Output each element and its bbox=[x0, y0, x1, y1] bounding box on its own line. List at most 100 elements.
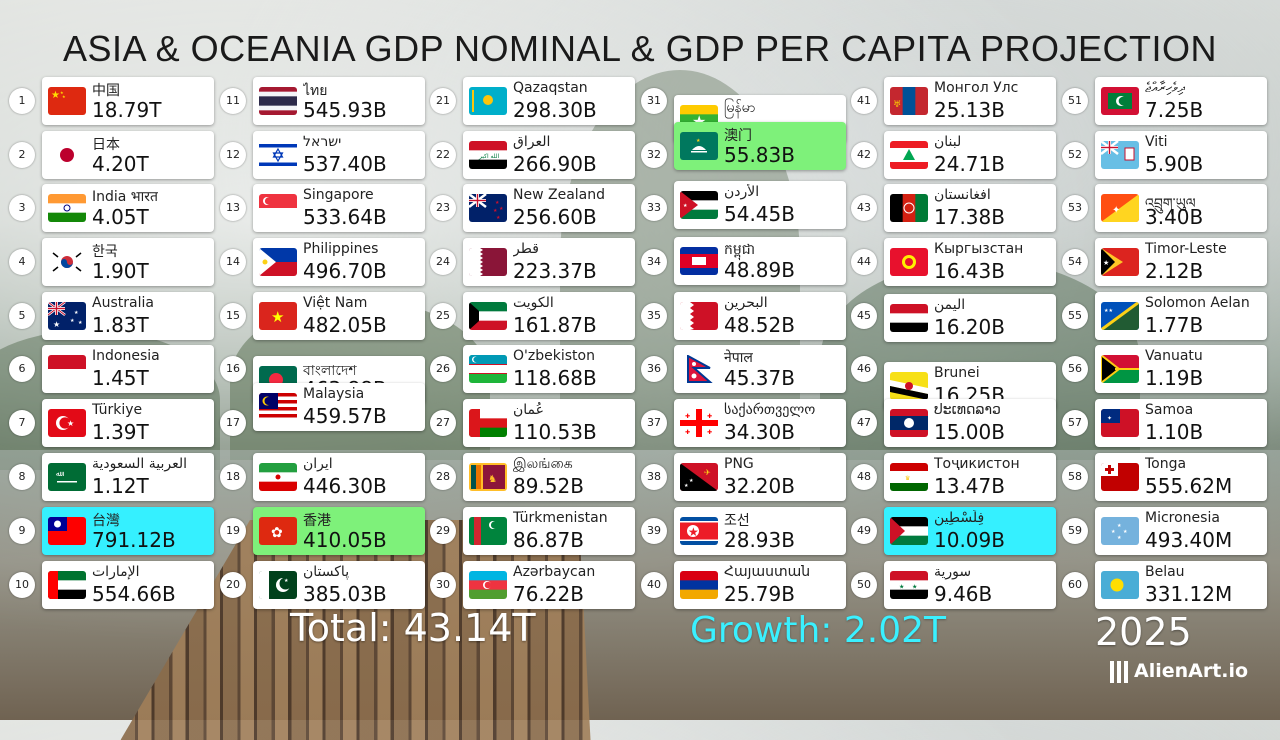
country-card: Qazaqstan 298.30B bbox=[463, 77, 635, 125]
gdp-value: 25.13B bbox=[934, 98, 1005, 122]
rank-badge: 12 bbox=[220, 142, 246, 168]
rank-badge: 40 bbox=[641, 572, 667, 598]
rank-badge: 20 bbox=[220, 572, 246, 598]
year-label: 2025 bbox=[1095, 610, 1192, 654]
country-card: ★ ★ ✈ PNG 32.20B bbox=[674, 453, 846, 501]
gdp-value: 554.66B bbox=[92, 582, 176, 606]
country-card: 台灣 791.12B bbox=[42, 507, 214, 555]
country-name: PNG bbox=[724, 456, 754, 472]
country-card: 日本 4.20T bbox=[42, 131, 214, 179]
rank-badge: 36 bbox=[641, 356, 667, 382]
total-gdp-label: Total: 43.14T bbox=[290, 606, 536, 650]
rank-badge: 14 bbox=[220, 249, 246, 275]
samoa-flag-icon: ✦ bbox=[1101, 409, 1139, 437]
svg-text:★: ★ bbox=[1111, 529, 1116, 535]
rank-badge: 6 bbox=[9, 356, 35, 382]
rank-badge: 29 bbox=[430, 518, 456, 544]
svg-text:✚: ✚ bbox=[685, 429, 690, 436]
country-name: Tonga bbox=[1145, 456, 1187, 472]
country-name: لبنان bbox=[934, 134, 962, 150]
rank-badge: 50 bbox=[851, 572, 877, 598]
country-name: 日本 bbox=[92, 137, 120, 153]
gdp-value: 9.46B bbox=[934, 582, 993, 606]
svg-text:✚: ✚ bbox=[707, 429, 712, 436]
country-card: ★★ Solomon Aelan 1.77B bbox=[1095, 292, 1267, 340]
country-name: இலங்கை bbox=[513, 456, 573, 472]
svg-text:★: ★ bbox=[696, 138, 701, 144]
svg-text:✚: ✚ bbox=[707, 413, 712, 420]
country-name: საქართველო bbox=[724, 402, 816, 418]
svg-text:★: ★ bbox=[271, 308, 284, 326]
rank-badge: 47 bbox=[851, 410, 877, 436]
gdp-value: 410.05B bbox=[303, 528, 387, 552]
malaysia-flag-icon bbox=[259, 393, 297, 421]
country-name: Timor-Leste bbox=[1145, 241, 1227, 257]
japan-flag-icon bbox=[48, 141, 86, 169]
country-name: 中国 bbox=[92, 83, 120, 99]
gdp-value: 3.40B bbox=[1145, 205, 1204, 229]
jordan-flag-icon: ★ bbox=[680, 191, 718, 219]
sri-lanka-flag-icon: ♞ bbox=[469, 463, 507, 491]
country-card: ישראל 537.40B bbox=[253, 131, 425, 179]
rank-badge: 27 bbox=[430, 410, 456, 436]
country-name: Viti bbox=[1145, 134, 1168, 150]
country-name: الأردن bbox=[724, 184, 760, 200]
gdp-value: 48.52B bbox=[724, 313, 795, 337]
mongolia-flag-icon: ♅ bbox=[890, 87, 928, 115]
svg-text:★: ★ bbox=[684, 483, 689, 489]
gdp-value: 1.45T bbox=[92, 366, 149, 390]
svg-text:★: ★ bbox=[1117, 535, 1122, 541]
svg-text:★: ★ bbox=[899, 584, 904, 591]
svg-text:★: ★ bbox=[495, 200, 500, 206]
country-card: افغانستان 17.38B bbox=[884, 184, 1056, 232]
gdp-value: 10.09B bbox=[934, 528, 1005, 552]
gdp-value: 555.62M bbox=[1145, 474, 1233, 498]
gdp-value: 110.53B bbox=[513, 420, 597, 444]
svg-text:✦: ✦ bbox=[1112, 205, 1120, 216]
country-card: ★ Timor-Leste 2.12B bbox=[1095, 238, 1267, 286]
country-name: Azərbaycan bbox=[513, 564, 596, 580]
country-name: Solomon Aelan bbox=[1145, 295, 1250, 311]
country-name: Malaysia bbox=[303, 386, 365, 402]
rank-badge: 3 bbox=[9, 195, 35, 221]
lebanon-flag-icon bbox=[890, 141, 928, 169]
country-card: الكويت 161.87B bbox=[463, 292, 635, 340]
svg-text:★: ★ bbox=[53, 320, 60, 329]
kazakhstan-flag-icon bbox=[469, 87, 507, 115]
svg-text:✿: ✿ bbox=[271, 525, 283, 541]
rank-badge: 28 bbox=[430, 464, 456, 490]
country-card: ★ ★ ★ ★ Micronesia 493.40M bbox=[1095, 507, 1267, 555]
svg-text:★: ★ bbox=[1123, 529, 1128, 535]
tajikistan-flag-icon: ♛ bbox=[890, 463, 928, 491]
gdp-value: 48.89B bbox=[724, 258, 795, 282]
country-name: Australia bbox=[92, 295, 154, 311]
country-name: 台灣 bbox=[92, 513, 120, 529]
singapore-flag-icon bbox=[259, 194, 297, 222]
country-card: नेपाल 45.37B bbox=[674, 345, 846, 393]
country-card: ✦ Samoa 1.10B bbox=[1095, 399, 1267, 447]
rank-badge: 60 bbox=[1062, 572, 1088, 598]
gdp-value: 256.60B bbox=[513, 205, 597, 229]
rank-badge: 7 bbox=[9, 410, 35, 436]
rank-badge: 59 bbox=[1062, 518, 1088, 544]
indonesia-flag-icon bbox=[48, 355, 86, 383]
kyrgyzstan-flag-icon bbox=[890, 248, 928, 276]
growth-label: Growth: 2.02T bbox=[690, 610, 947, 651]
rank-badge: 38 bbox=[641, 464, 667, 490]
brand-name: AlienArt.io bbox=[1134, 660, 1249, 682]
north-korea-flag-icon: ★ bbox=[680, 517, 718, 545]
rank-badge: 51 bbox=[1062, 88, 1088, 114]
vietnam-flag-icon: ★ bbox=[259, 302, 297, 330]
country-card: ﷲ العربية السعودية 1.12T bbox=[42, 453, 214, 501]
gdp-value: 266.90B bbox=[513, 152, 597, 176]
philippines-flag-icon bbox=[259, 248, 297, 276]
country-card: ★ 澳门 55.83B bbox=[674, 122, 846, 170]
country-card: Belau 331.12M bbox=[1095, 561, 1267, 609]
svg-text:★: ★ bbox=[284, 578, 289, 584]
thailand-flag-icon bbox=[259, 87, 297, 115]
rank-badge: 43 bbox=[851, 195, 877, 221]
country-card: Türkmenistan 86.87B bbox=[463, 507, 635, 555]
azerbaijan-flag-icon bbox=[469, 571, 507, 599]
country-name: Монгол Улс bbox=[934, 80, 1019, 96]
rank-badge: 19 bbox=[220, 518, 246, 544]
